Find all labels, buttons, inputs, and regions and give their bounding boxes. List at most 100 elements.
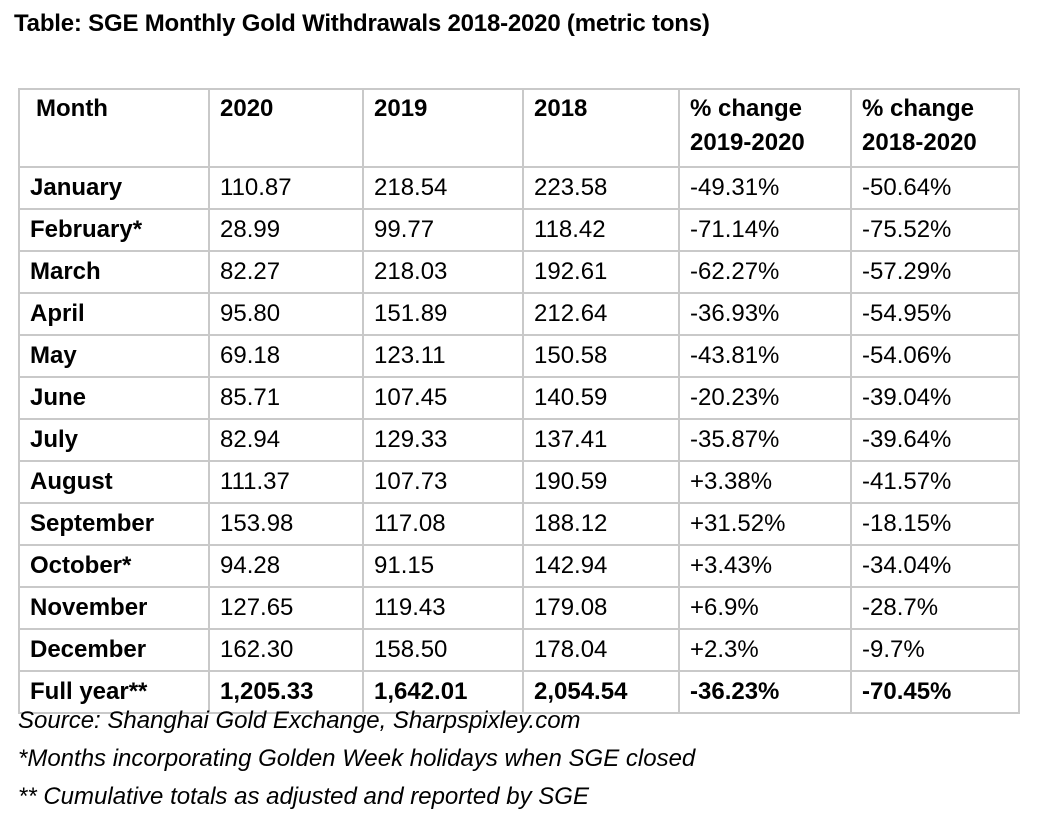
month-cell: November bbox=[18, 586, 210, 630]
table-body: January 110.87 218.54 223.58 -49.31% -50.64% F… bbox=[18, 166, 1020, 714]
total-month-cell: Full year** bbox=[18, 670, 210, 714]
value-2020-cell: 153.98 bbox=[208, 502, 364, 546]
header-month: Month bbox=[18, 88, 210, 168]
value-2020-cell: 111.37 bbox=[208, 460, 364, 504]
cumulative-note: ** Cumulative totals as adjusted and rep… bbox=[18, 783, 589, 810]
value-2019-cell: 117.08 bbox=[362, 502, 524, 546]
change-2018-2020-cell: -50.64% bbox=[850, 166, 1020, 210]
gold-withdrawals-table: Month 2020 2019 2018 % change 2019-2020 … bbox=[18, 88, 1020, 714]
table-row: December 162.30 158.50 178.04 +2.3% -9.7% bbox=[18, 628, 1020, 672]
change-2019-2020-cell: +3.43% bbox=[678, 544, 852, 588]
value-2020-cell: 28.99 bbox=[208, 208, 364, 252]
change-2019-2020-cell: +6.9% bbox=[678, 586, 852, 630]
value-2018-cell: 223.58 bbox=[522, 166, 680, 210]
value-2018-cell: 179.08 bbox=[522, 586, 680, 630]
change-2019-2020-cell: +2.3% bbox=[678, 628, 852, 672]
value-2020-cell: 82.27 bbox=[208, 250, 364, 294]
total-change-2018-2020-cell: -70.45% bbox=[850, 670, 1020, 714]
table-row: March 82.27 218.03 192.61 -62.27% -57.29% bbox=[18, 250, 1020, 294]
value-2019-cell: 123.11 bbox=[362, 334, 524, 378]
month-cell: September bbox=[18, 502, 210, 546]
table-row: September 153.98 117.08 188.12 +31.52% -18.15… bbox=[18, 502, 1020, 546]
total-change-2019-2020-cell: -36.23% bbox=[678, 670, 852, 714]
month-cell: June bbox=[18, 376, 210, 420]
change-2018-2020-cell: -18.15% bbox=[850, 502, 1020, 546]
month-cell: April bbox=[18, 292, 210, 336]
month-cell: February* bbox=[18, 208, 210, 252]
value-2018-cell: 137.41 bbox=[522, 418, 680, 462]
header-2020: 2020 bbox=[208, 88, 364, 168]
month-cell: August bbox=[18, 460, 210, 504]
table-row: January 110.87 218.54 223.58 -49.31% -50.64% bbox=[18, 166, 1020, 210]
value-2019-cell: 218.54 bbox=[362, 166, 524, 210]
header-row: Month 2020 2019 2018 % change 2019-2020 … bbox=[18, 88, 1020, 168]
change-2019-2020-cell: -43.81% bbox=[678, 334, 852, 378]
value-2020-cell: 162.30 bbox=[208, 628, 364, 672]
value-2020-cell: 94.28 bbox=[208, 544, 364, 588]
table-row: July 82.94 129.33 137.41 -35.87% -39.64% bbox=[18, 418, 1020, 462]
change-2019-2020-cell: -62.27% bbox=[678, 250, 852, 294]
change-2019-2020-cell: -36.93% bbox=[678, 292, 852, 336]
value-2018-cell: 140.59 bbox=[522, 376, 680, 420]
value-2019-cell: 91.15 bbox=[362, 544, 524, 588]
value-2018-cell: 142.94 bbox=[522, 544, 680, 588]
change-2019-2020-cell: +31.52% bbox=[678, 502, 852, 546]
value-2020-cell: 69.18 bbox=[208, 334, 364, 378]
month-cell: July bbox=[18, 418, 210, 462]
change-2019-2020-cell: -49.31% bbox=[678, 166, 852, 210]
header-change-2018-2020: % change 2018-2020 bbox=[850, 88, 1020, 168]
value-2019-cell: 119.43 bbox=[362, 586, 524, 630]
month-cell: October* bbox=[18, 544, 210, 588]
value-2019-cell: 158.50 bbox=[362, 628, 524, 672]
month-cell: May bbox=[18, 334, 210, 378]
change-2018-2020-cell: -34.04% bbox=[850, 544, 1020, 588]
value-2018-cell: 188.12 bbox=[522, 502, 680, 546]
total-value-2020-cell: 1,205.33 bbox=[208, 670, 364, 714]
table-row: August 111.37 107.73 190.59 +3.38% -41.57% bbox=[18, 460, 1020, 504]
table-row: October* 94.28 91.15 142.94 +3.43% -34.04% bbox=[18, 544, 1020, 588]
value-2020-cell: 85.71 bbox=[208, 376, 364, 420]
header-2019: 2019 bbox=[362, 88, 524, 168]
change-2019-2020-cell: +3.38% bbox=[678, 460, 852, 504]
change-2018-2020-cell: -39.04% bbox=[850, 376, 1020, 420]
table-row: June 85.71 107.45 140.59 -20.23% -39.04% bbox=[18, 376, 1020, 420]
change-2018-2020-cell: -57.29% bbox=[850, 250, 1020, 294]
table-row: May 69.18 123.11 150.58 -43.81% -54.06% bbox=[18, 334, 1020, 378]
month-cell: December bbox=[18, 628, 210, 672]
table-row: February* 28.99 99.77 118.42 -71.14% -75.52% bbox=[18, 208, 1020, 252]
total-row: Full year** 1,205.33 1,642.01 2,054.54 -36.2… bbox=[18, 670, 1020, 714]
value-2019-cell: 129.33 bbox=[362, 418, 524, 462]
change-2019-2020-cell: -20.23% bbox=[678, 376, 852, 420]
table-title: Table: SGE Monthly Gold Withdrawals 2018… bbox=[14, 10, 710, 37]
value-2019-cell: 151.89 bbox=[362, 292, 524, 336]
value-2018-cell: 212.64 bbox=[522, 292, 680, 336]
change-2018-2020-cell: -54.06% bbox=[850, 334, 1020, 378]
value-2019-cell: 107.45 bbox=[362, 376, 524, 420]
change-2018-2020-cell: -28.7% bbox=[850, 586, 1020, 630]
golden-week-note: *Months incorporating Golden Week holida… bbox=[18, 745, 696, 772]
table-row: April 95.80 151.89 212.64 -36.93% -54.95% bbox=[18, 292, 1020, 336]
change-2018-2020-cell: -75.52% bbox=[850, 208, 1020, 252]
value-2018-cell: 150.58 bbox=[522, 334, 680, 378]
change-2018-2020-cell: -41.57% bbox=[850, 460, 1020, 504]
value-2018-cell: 178.04 bbox=[522, 628, 680, 672]
source-note: Source: Shanghai Gold Exchange, Sharpspi… bbox=[18, 707, 581, 734]
change-2019-2020-cell: -71.14% bbox=[678, 208, 852, 252]
value-2019-cell: 107.73 bbox=[362, 460, 524, 504]
value-2020-cell: 95.80 bbox=[208, 292, 364, 336]
change-2019-2020-cell: -35.87% bbox=[678, 418, 852, 462]
value-2020-cell: 127.65 bbox=[208, 586, 364, 630]
value-2019-cell: 99.77 bbox=[362, 208, 524, 252]
change-2018-2020-cell: -54.95% bbox=[850, 292, 1020, 336]
total-value-2019-cell: 1,642.01 bbox=[362, 670, 524, 714]
change-2018-2020-cell: -39.64% bbox=[850, 418, 1020, 462]
header-change-2019-2020: % change 2019-2020 bbox=[678, 88, 852, 168]
value-2020-cell: 110.87 bbox=[208, 166, 364, 210]
total-value-2018-cell: 2,054.54 bbox=[522, 670, 680, 714]
header-2018: 2018 bbox=[522, 88, 680, 168]
value-2019-cell: 218.03 bbox=[362, 250, 524, 294]
value-2018-cell: 192.61 bbox=[522, 250, 680, 294]
value-2018-cell: 118.42 bbox=[522, 208, 680, 252]
change-2018-2020-cell: -9.7% bbox=[850, 628, 1020, 672]
footnotes: Source: Shanghai Gold Exchange, Sharpspi… bbox=[18, 702, 695, 816]
